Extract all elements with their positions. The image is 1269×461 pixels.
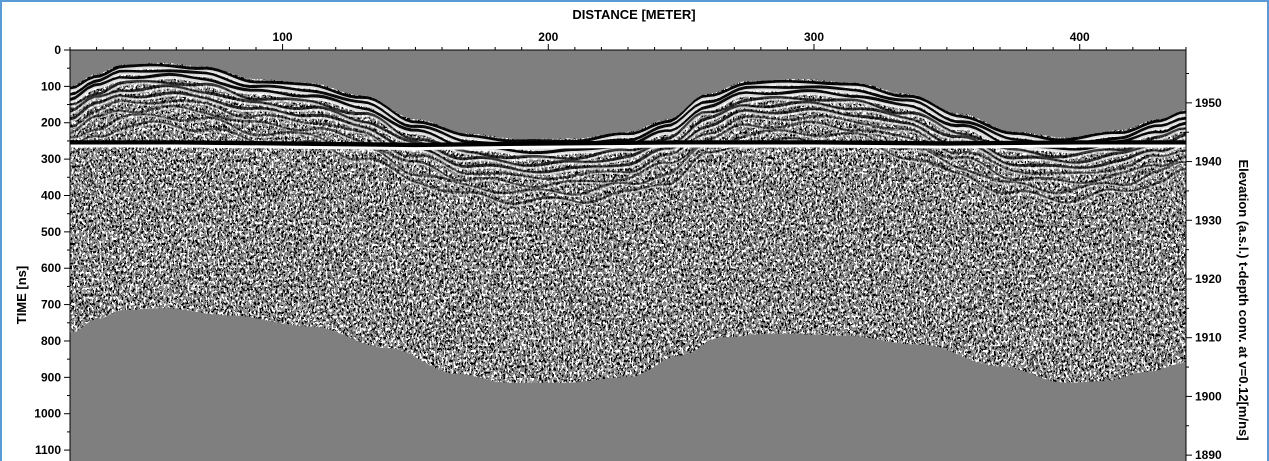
reflector-band-black (70, 84, 1186, 168)
x-tick-label: 400 (1070, 30, 1090, 44)
reflector-band-white (70, 101, 1186, 182)
y-tick-label: 1000 (34, 407, 61, 421)
y2-tick-label: 1890 (1195, 448, 1222, 461)
reflector-lines (70, 63, 1186, 207)
y-tick-label: 300 (41, 152, 61, 166)
strong-reflector-white (70, 144, 1186, 151)
y2-axis-label: Elevation (a.s.l.) t-depth conv. at v=0.… (1236, 159, 1251, 440)
y-tick-label: 400 (41, 188, 61, 202)
y2-tick-label: 1900 (1195, 389, 1222, 403)
reflector-band-white (70, 115, 1186, 198)
reflector-band-white (70, 87, 1186, 169)
y-tick-label: 900 (41, 370, 61, 384)
y2-tick-label: 1920 (1195, 272, 1222, 286)
reflector-band-black (70, 104, 1186, 189)
x-tick-label: 200 (538, 30, 558, 44)
reflector-band-black (70, 63, 1186, 145)
y2-axis-ticks: 1890 1900 1910 1920 1930 1940 1950 (1186, 72, 1222, 461)
reflector-band-black (70, 99, 1186, 181)
y-tick-label: 800 (41, 334, 61, 348)
x-tick-label: 300 (804, 30, 824, 44)
y2-tick-label: 1940 (1195, 155, 1222, 169)
y-axis-label: TIME [ns] (14, 266, 29, 325)
y2-tick-label: 1950 (1195, 96, 1222, 110)
y2-tick-label: 1910 (1195, 331, 1222, 345)
y-axis-ticks: 0 100 200 300 400 500 600 700 800 900 1000 1100 (34, 43, 70, 457)
y2-tick-label: 1930 (1195, 213, 1222, 227)
strong-reflector (70, 140, 1186, 148)
x-tick-label: 100 (273, 30, 293, 44)
reflector-band-black (70, 112, 1186, 196)
reflector-band-white (70, 94, 1186, 176)
y-tick-label: 700 (41, 298, 61, 312)
x-axis-label: DISTANCE [METER] (572, 7, 695, 22)
y-tick-label: 0 (54, 43, 61, 57)
reflector-band-white (70, 107, 1186, 190)
y-tick-label: 600 (41, 261, 61, 275)
y-tick-label: 200 (41, 116, 61, 130)
y-tick-label: 1100 (35, 443, 61, 457)
reflector-band-black (70, 91, 1186, 174)
y-tick-label: 100 (41, 79, 61, 93)
x-axis-ticks: 100 200 300 400 (69, 30, 1187, 50)
y-tick-label: 500 (41, 225, 61, 239)
plot-area (70, 50, 1186, 461)
